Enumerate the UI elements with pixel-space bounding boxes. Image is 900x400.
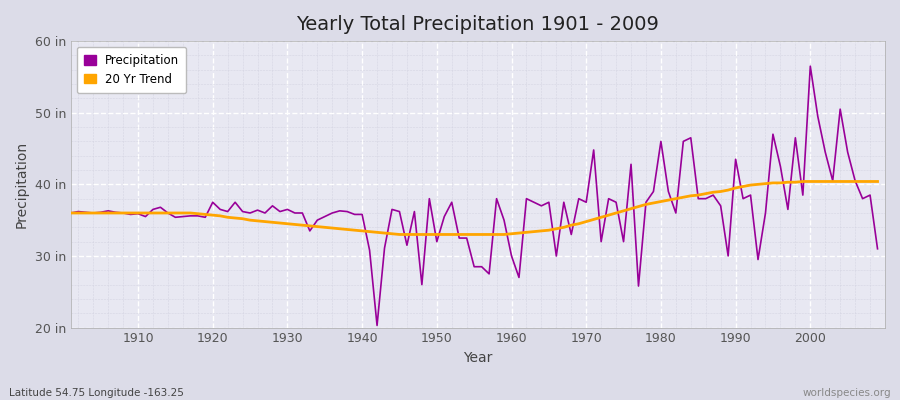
Precipitation	[805, 64, 815, 68]
Precipitation	[290, 210, 301, 215]
Precipitation	[66, 210, 77, 215]
Text: Latitude 54.75 Longitude -163.25: Latitude 54.75 Longitude -163.25	[9, 388, 184, 398]
20 Yr Trend	[394, 232, 405, 237]
Line: Precipitation: Precipitation	[71, 66, 878, 326]
Precipitation	[603, 196, 614, 201]
Precipitation	[372, 323, 382, 328]
Precipitation	[872, 246, 883, 251]
20 Yr Trend	[506, 231, 517, 236]
20 Yr Trend	[514, 231, 525, 236]
20 Yr Trend	[334, 226, 345, 231]
Legend: Precipitation, 20 Yr Trend: Precipitation, 20 Yr Trend	[76, 47, 186, 93]
Precipitation	[514, 275, 525, 280]
20 Yr Trend	[66, 210, 77, 215]
Title: Yearly Total Precipitation 1901 - 2009: Yearly Total Precipitation 1901 - 2009	[296, 15, 660, 34]
Precipitation	[506, 254, 517, 258]
20 Yr Trend	[797, 179, 808, 184]
Line: 20 Yr Trend: 20 Yr Trend	[71, 182, 878, 234]
20 Yr Trend	[872, 179, 883, 184]
Precipitation	[125, 212, 136, 217]
20 Yr Trend	[603, 213, 614, 218]
Text: worldspecies.org: worldspecies.org	[803, 388, 891, 398]
X-axis label: Year: Year	[464, 351, 492, 365]
Precipitation	[334, 208, 345, 213]
Y-axis label: Precipitation: Precipitation	[15, 141, 29, 228]
20 Yr Trend	[290, 222, 301, 227]
20 Yr Trend	[125, 210, 136, 215]
